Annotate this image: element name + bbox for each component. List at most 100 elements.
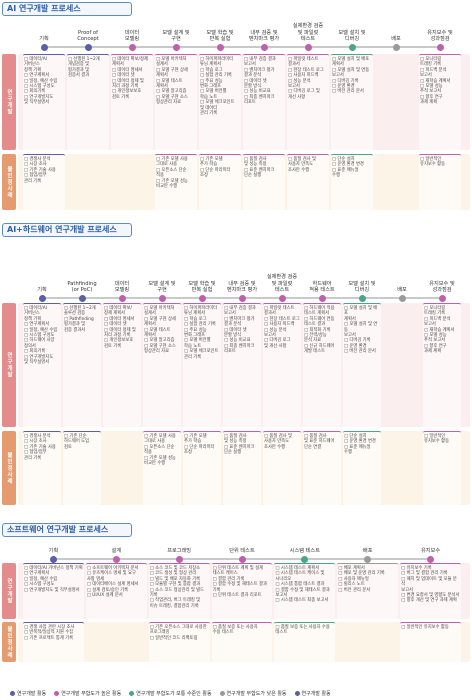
doc-cell: □ 하드웨어 적용 테스트 계획서 □ 하드웨어 연동 테스트 결과 □ 최적화… — [303, 303, 341, 427]
phase-dot — [348, 44, 356, 51]
doc-cell: □ 모델 아키텍처 설계서 □ 모델 구현 상세 계획서 □ 모델 테스트 계획… — [143, 303, 181, 427]
phase-dot — [318, 295, 326, 302]
phase-label: 내부 검증 및 벤치마크 평가 — [226, 280, 258, 293]
phase-dot — [175, 556, 183, 563]
phase-label: 실제환경 검증 및 파일럿 테스트 — [266, 274, 298, 293]
phase-label: 모델 학습 및 반복 실험 — [188, 280, 216, 293]
doc-cell: □ 배포 계획서 □ 배포 및 운영 관리 기록 □ 사용자 매뉴얼 □ 릴리스… — [337, 563, 399, 619]
phase-label: 데이터 모델링 — [114, 280, 130, 293]
phase-dot — [118, 295, 126, 302]
phase-dot — [436, 44, 444, 51]
legend-dot-icon — [54, 691, 60, 696]
legend-dot-icon — [219, 691, 225, 696]
phase-dot — [260, 44, 268, 51]
phase-dot — [238, 295, 246, 302]
phase-label: 기획 — [37, 286, 47, 293]
doc-cell: □ 모델 설치 및 배포 계획서 □ 모델 설치 및 연동 보고서 □ 디버깅 … — [343, 303, 381, 427]
legend-item: 연구개발 부합도가 보통 수준인 활동 — [129, 690, 212, 697]
phase-label: 설계 — [111, 547, 122, 554]
legend-item: 연구개발 활동 — [294, 690, 331, 697]
phase-dot — [278, 295, 286, 302]
doc-cell: □ 품질 검사 및 성능 측정 □ 표준 벤치마크 단순 실행 — [223, 431, 261, 505]
doc-cell: □ 하이퍼파라미터 튜닝 계획서 □ 학습 로그 □ 실험 관리 기록 □ 주요… — [183, 303, 221, 427]
doc-cell — [337, 622, 398, 662]
phase-label: Pathfinding (or PoC) — [67, 280, 97, 293]
phase-label: 모델 학습 및 반복 실험 — [206, 29, 234, 42]
doc-cell: □ 경쟁 사업 관련 시장 조사 □ 반복적/일상적 지원 수집 □ 기존 프로… — [23, 622, 84, 662]
phase-dot — [158, 295, 166, 302]
section-title: 소프트웨어 연구개발 프로세스 — [2, 523, 132, 537]
phase-label: Proof of Concept — [77, 29, 99, 42]
doc-cell: □ 품질 보증 또는 사용자 수용 테스트 — [274, 622, 336, 662]
doc-cell: □ 선행된 1~2개 개념검증 및 평가결과 및 검증서 결과 — [67, 54, 109, 150]
doc-cell: □ 일반적인 유지보수 활동 — [419, 154, 461, 210]
doc-cell: □ 소스 코드 및 코드 저장소 □ 코드 생성 및 형상 관리 □ 빌드 및 … — [148, 563, 210, 619]
doc-cell: □ 단위 테스트 계획 및 설계 테스트 케이스 □ 결함 관리 기록 □ 결함… — [211, 563, 273, 619]
phase-dot — [112, 556, 120, 563]
doc-cell: □ 단순 설치 □ 운영 환경 변경 □ 표준 매뉴얼 수행 — [331, 154, 373, 210]
doc-cell: □ 일반적인 유지보수 활동 — [423, 431, 461, 505]
legend-label: 연구개발 활동 — [17, 691, 47, 697]
phase-dot — [427, 556, 435, 563]
doc-cell: □ 품질 검사 및 성능 측정 □ 표준 벤치마크 단순 실행 — [243, 154, 285, 210]
doc-cell: □ 단순 설치 □ 운영 환경 변경 □ 표준 매뉴얼 수행 — [343, 431, 381, 505]
phase-label: 모델 설계 및 구현 — [162, 29, 190, 42]
phase-label: 시스템 테스트 — [289, 547, 320, 554]
doc-cell: □ 소프트웨어 아키텍처 문서 □ 유즈케이스 명세 및 요구 사항 명세 □ … — [85, 563, 147, 619]
phase-label: 유지보수 및 성과점검 — [429, 280, 455, 293]
legend-label: 연구개발 활동 — [301, 691, 331, 697]
phase-label: 모델 설치 및 디버깅 — [348, 280, 376, 293]
doc-cell: □ 유지보수 기록 □ 버그 및 결함 관리 기록 □ 패치 및 업데이트 및 … — [400, 563, 461, 619]
doc-cell — [383, 303, 421, 427]
row-label-dev: 연구개발 — [2, 54, 16, 150]
legend-item: 연구개발 부합도가 높은 활동 — [54, 690, 121, 697]
doc-cell — [86, 622, 147, 662]
doc-cell: □ 모델 설치 및 배포 계획서 □ 모델 설치 및 연동 보고서 □ 디버깅 … — [331, 54, 373, 150]
doc-cell: □ 데이터 확보/정제 계획서 □ 데이터 명세서 □ 데이터 셋 □ 데이터 … — [111, 54, 153, 150]
section-title: AI 연구개발 프로세스 — [2, 2, 132, 16]
doc-cell: □ 경쟁사 분석 □ 시장 조사 □ 기존 기술 사용 □ 협업/업무 관리 기… — [23, 154, 65, 210]
doc-cell: □ 품질 검사 및 사용자 만족도 조사만 수행 — [287, 154, 329, 210]
doc-cell: □ 모니터링 트래킹 기록 □ 피드백 분석 보고서 □ 재학습 계획서 □ 모… — [423, 303, 461, 427]
phase-dot — [198, 295, 206, 302]
doc-cell: □ 품질 보증 또는 사용자 수용 테스트 — [211, 622, 273, 662]
phase-label: 모델 설계 및 구현 — [148, 280, 176, 293]
doc-cell: □ 데이터/AI 거버넌스 정책 기획 □ 연구계획서 □ 일정, 예산 수립 … — [23, 563, 84, 619]
phase-dot — [438, 295, 446, 302]
doc-cell: □ 파일럿 테스트 결과서 □ 현장 테스트 로그 □ 사용자 피드백 □ 성능… — [263, 303, 301, 427]
phase-dot — [49, 556, 57, 563]
phase-label: 유지보수 — [421, 547, 441, 554]
doc-cell: □ 기존 모델 사용 그대로 사용 □ 오픈소스 단순 적용 □ 기존 모델 성… — [143, 431, 181, 505]
section-title: AI+하드웨어 연구개발 프로세스 — [2, 223, 132, 237]
doc-cell: □ 선행된 1~2개 솔루션 검증 □ Pathfinding 평가결과 및 검… — [63, 303, 101, 427]
phase-dot — [38, 295, 46, 302]
legend-label: 연구개발 부합도가 보통 수준인 활동 — [136, 691, 212, 697]
legend-item: 연구개발 부합도가 낮은 활동 — [219, 690, 287, 697]
phase-dot — [398, 295, 406, 302]
phase-dot — [84, 44, 92, 51]
phase-dot — [304, 44, 312, 51]
phase-dot — [301, 556, 309, 563]
phase-label: 단위 테스트 — [229, 547, 255, 554]
phase-label: 배포 — [397, 286, 407, 293]
doc-cell: □ 데이터 확보/ 정제 계획서 □ 데이터 명세서 □ 데이터 셋 □ 데이터… — [103, 303, 141, 427]
doc-cell — [103, 431, 141, 505]
phase-dot — [128, 44, 136, 51]
phase-dot — [78, 295, 86, 302]
doc-cell: □ 시스템 테스트 계획서 □ 시스템 테스트 케이스 및 시나리오 □ 시스템… — [274, 563, 336, 619]
legend-label: 연구개발 부합도가 높은 활동 — [61, 691, 122, 697]
phase-label: 프로그래밍 — [167, 547, 192, 554]
legend-item: 연구개발 활동 — [10, 690, 46, 697]
doc-cell: □ 기존 모델 추가 학습 □ 단순 파라미터 조정 — [183, 431, 221, 505]
phase-dot — [172, 44, 180, 51]
legend-dot-icon — [10, 691, 15, 696]
row-label-dev: 연구개발 — [2, 563, 16, 619]
doc-cell — [375, 54, 417, 150]
phase-label: 유지보수 및 성과점검 — [427, 29, 453, 42]
phase-dot — [364, 556, 372, 563]
legend-dot-icon — [129, 691, 135, 696]
phase-label: 배포 — [391, 35, 401, 42]
phase-label: 기획 — [39, 35, 49, 42]
row-label-nondev: 불인정사례 — [2, 154, 16, 210]
phase-dot — [392, 44, 400, 51]
